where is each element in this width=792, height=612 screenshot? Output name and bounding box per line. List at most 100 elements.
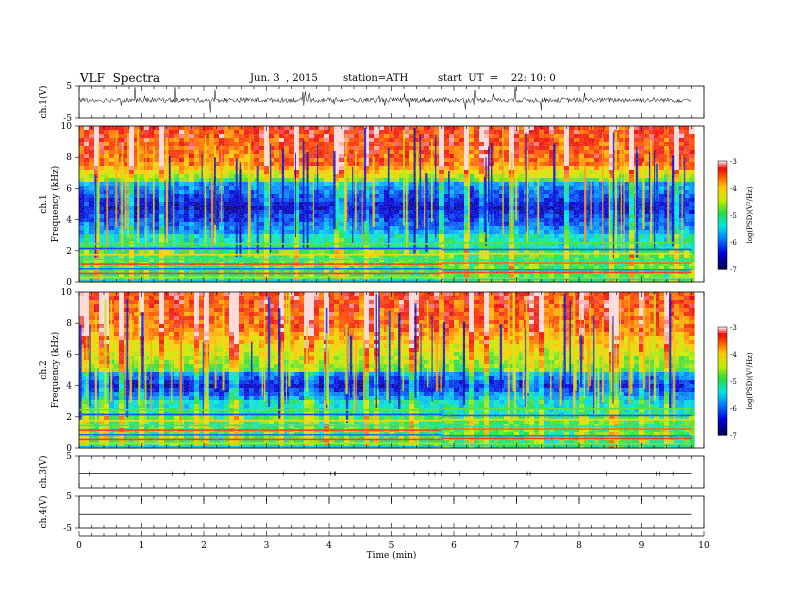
- ch2-colorbar-swatch: [718, 359, 727, 362]
- ch1-colorbar-swatch: [718, 207, 727, 210]
- ch2-colorbar-label: log(PSD)(V²/Hz): [746, 352, 754, 409]
- ch1-colorbar-swatch: [718, 183, 727, 186]
- ch2-colorbar-swatch: [718, 407, 727, 410]
- x-tick-label: 2: [201, 541, 207, 551]
- ch2-colorbar-swatch: [718, 429, 727, 432]
- y-axis-label: ch.1(V): [38, 86, 49, 119]
- ch1-colorbar-swatch: [718, 263, 727, 266]
- ch1-colorbar-swatch: [718, 199, 727, 202]
- ch2-colorbar-swatch: [718, 393, 727, 396]
- ch1-colorbar-swatch: [718, 253, 727, 256]
- ch1-colorbar-swatch: [718, 245, 727, 248]
- ch2-colorbar-swatch: [718, 415, 727, 418]
- ch1-colorbar: [718, 161, 727, 270]
- ch2-spec-grain: [79, 292, 692, 448]
- y-axis-label-frequency: Frequency (kHz): [50, 166, 61, 243]
- ch2-colorbar-tick-label: -7: [730, 432, 737, 440]
- ytick-label: 6: [66, 184, 72, 194]
- ch1-colorbar-swatch: [718, 161, 727, 164]
- ytick-label: 8: [66, 153, 72, 163]
- ch2-colorbar-swatch: [718, 409, 727, 412]
- ch2-colorbar-swatch: [718, 341, 727, 344]
- ch1-colorbar-swatch: [718, 201, 727, 204]
- ch2-colorbar-swatch: [718, 413, 727, 416]
- ch2-colorbar-swatch: [718, 357, 727, 360]
- ch1-colorbar-swatch: [718, 259, 727, 262]
- ch1-colorbar-swatch: [718, 239, 727, 242]
- ch1-colorbar-swatch: [718, 177, 727, 180]
- ch1-colorbar-swatch: [718, 217, 727, 220]
- ch2-colorbar-swatch: [718, 367, 727, 370]
- ch1-colorbar-swatch: [718, 205, 727, 208]
- ch1-colorbar-swatch: [718, 203, 727, 206]
- ytick-label: 0: [66, 444, 72, 454]
- ch1-colorbar-swatch: [718, 225, 727, 228]
- ch2-colorbar-swatch: [718, 377, 727, 380]
- ch2-colorbar-swatch: [718, 369, 727, 372]
- ch1-colorbar-swatch: [718, 237, 727, 240]
- ch1-colorbar-swatch: [718, 215, 727, 218]
- ch1-colorbar-swatch: [718, 171, 727, 174]
- ch1-colorbar-swatch: [718, 181, 727, 184]
- ch1-colorbar-swatch: [718, 187, 727, 190]
- ch2-colorbar-swatch: [718, 343, 727, 346]
- ch1-colorbar-swatch: [718, 227, 727, 230]
- ch1-colorbar-swatch: [718, 165, 727, 168]
- y-axis-label: ch.3(V): [38, 456, 49, 489]
- ch2-colorbar-swatch: [718, 385, 727, 388]
- x-tick-label: 1: [139, 541, 145, 551]
- ch2-colorbar-swatch: [718, 403, 727, 406]
- ytick-label: -5: [63, 114, 72, 124]
- ch1-colorbar-swatch: [718, 193, 727, 196]
- ch2-colorbar-swatch: [718, 329, 727, 332]
- ch2-colorbar-swatch: [718, 379, 727, 382]
- y-axis-label-channel: ch.2: [39, 360, 49, 379]
- ch2-colorbar-swatch: [718, 351, 727, 354]
- ch2-colorbar-swatch: [718, 419, 727, 422]
- ch2-colorbar-swatch: [718, 375, 727, 378]
- ch2-colorbar-swatch: [718, 327, 727, 330]
- ch2-colorbar-swatch: [718, 335, 727, 338]
- ch2-colorbar-swatch: [718, 349, 727, 352]
- x-tick-label: 6: [451, 541, 457, 551]
- ytick-label: 4: [66, 382, 72, 392]
- ch1-colorbar-swatch: [718, 247, 727, 250]
- ch1-colorbar-swatch: [718, 229, 727, 232]
- ch2-colorbar-swatch: [718, 355, 727, 358]
- ch2-colorbar-swatch: [718, 395, 727, 398]
- ch1-colorbar-swatch: [718, 195, 727, 198]
- ch2-colorbar-swatch: [718, 399, 727, 402]
- ch1-colorbar-swatch: [718, 173, 727, 176]
- ch2-colorbar-swatch: [718, 345, 727, 348]
- ch1-colorbar-tick-label: -4: [730, 185, 737, 193]
- ch2-colorbar-tick-label: -5: [730, 378, 737, 386]
- ch2-colorbar-swatch: [718, 331, 727, 334]
- ch2-colorbar-swatch: [718, 353, 727, 356]
- ch2-colorbar-swatch: [718, 405, 727, 408]
- ch1-colorbar-swatch: [718, 219, 727, 222]
- ytick-label: 6: [66, 350, 72, 360]
- station-label: station=ATH: [343, 73, 409, 84]
- ch1-colorbar-swatch: [718, 265, 727, 268]
- ytick-label: -5: [63, 524, 72, 534]
- ch1-colorbar-tick-label: -3: [730, 158, 737, 166]
- ytick-label: 0: [66, 278, 72, 288]
- ch1-colorbar-swatch: [718, 189, 727, 192]
- ch2-colorbar-swatch: [718, 397, 727, 400]
- figure-title: VLF Spectra: [80, 71, 161, 85]
- ytick-label: 2: [66, 413, 72, 423]
- start-time-label: start UT = 22: 10: 0: [438, 73, 556, 84]
- ch2-colorbar-swatch: [718, 333, 727, 336]
- ch1-colorbar-swatch: [718, 163, 727, 166]
- ytick-label: 5: [66, 452, 72, 462]
- ch1-colorbar-swatch: [718, 169, 727, 172]
- ch2-colorbar-swatch: [718, 391, 727, 394]
- ch1-colorbar-frame: [717, 160, 728, 270]
- ch2-colorbar-swatch: [718, 337, 727, 340]
- x-tick-label: 0: [76, 541, 82, 551]
- ytick-label: 10: [61, 288, 73, 298]
- ch2-colorbar-swatch: [718, 373, 727, 376]
- ch1-colorbar-swatch: [718, 249, 727, 252]
- ch2-colorbar-swatch: [718, 421, 727, 424]
